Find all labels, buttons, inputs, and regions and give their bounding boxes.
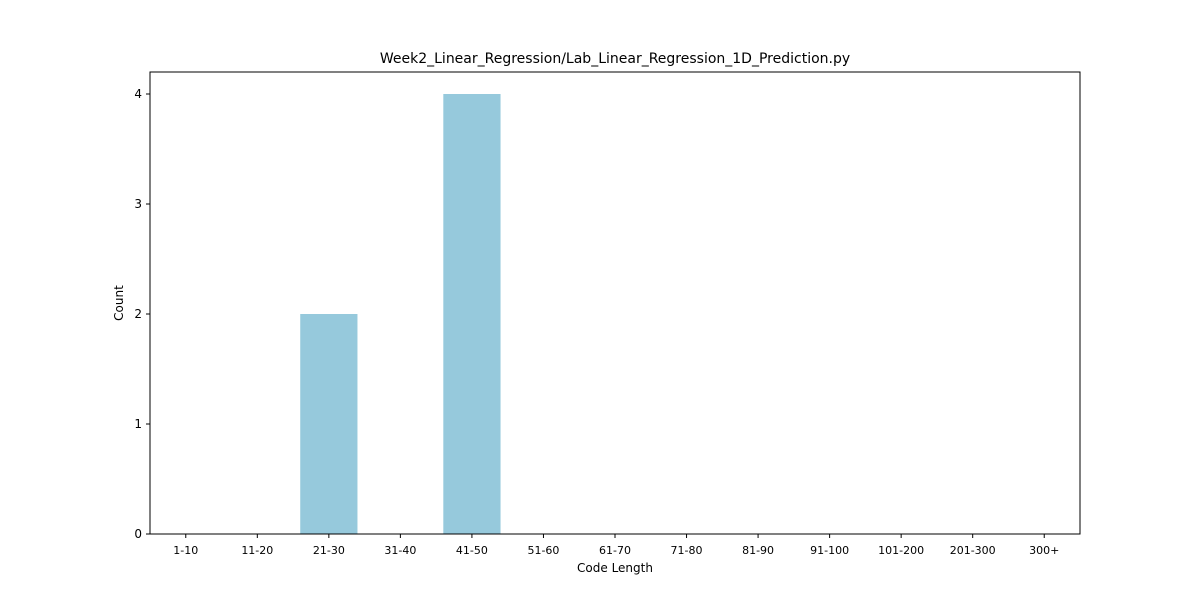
x-tick-label: 71-80 [671, 544, 703, 557]
x-tick-label: 51-60 [527, 544, 559, 557]
x-tick-label: 31-40 [384, 544, 416, 557]
plot-frame [149, 71, 1081, 535]
y-tick-label: 3 [134, 197, 142, 211]
y-tick-label: 4 [134, 87, 142, 101]
y-tick-label: 1 [134, 417, 142, 431]
x-tick-label: 101-200 [878, 544, 924, 557]
bars-layer [300, 94, 501, 534]
y-tick-label: 0 [134, 527, 142, 541]
x-axis: 1-10 11-20 21-30 31-40 41-50 51-60 61-70 71-80 8… [173, 534, 1059, 557]
chart-title: Week2_Linear_Regression/Lab_Linear_Regre… [380, 51, 850, 67]
x-tick-label: 300+ [1029, 544, 1059, 557]
x-tick-label: 1-10 [173, 544, 198, 557]
x-tick-label: 21-30 [313, 544, 345, 557]
x-tick-label: 61-70 [599, 544, 631, 557]
x-tick-label: 201-300 [950, 544, 996, 557]
x-tick-label: 91-100 [810, 544, 849, 557]
y-tick-label: 2 [134, 307, 142, 321]
y-axis: 0 1 2 3 4 [134, 87, 150, 541]
x-tick-label: 41-50 [456, 544, 488, 557]
bar-41-50 [443, 94, 501, 534]
y-axis-label: Count [112, 285, 126, 321]
x-tick-label: 11-20 [241, 544, 273, 557]
x-axis-label: Code Length [577, 561, 653, 575]
bar-21-30 [300, 314, 358, 534]
x-tick-label: 81-90 [742, 544, 774, 557]
